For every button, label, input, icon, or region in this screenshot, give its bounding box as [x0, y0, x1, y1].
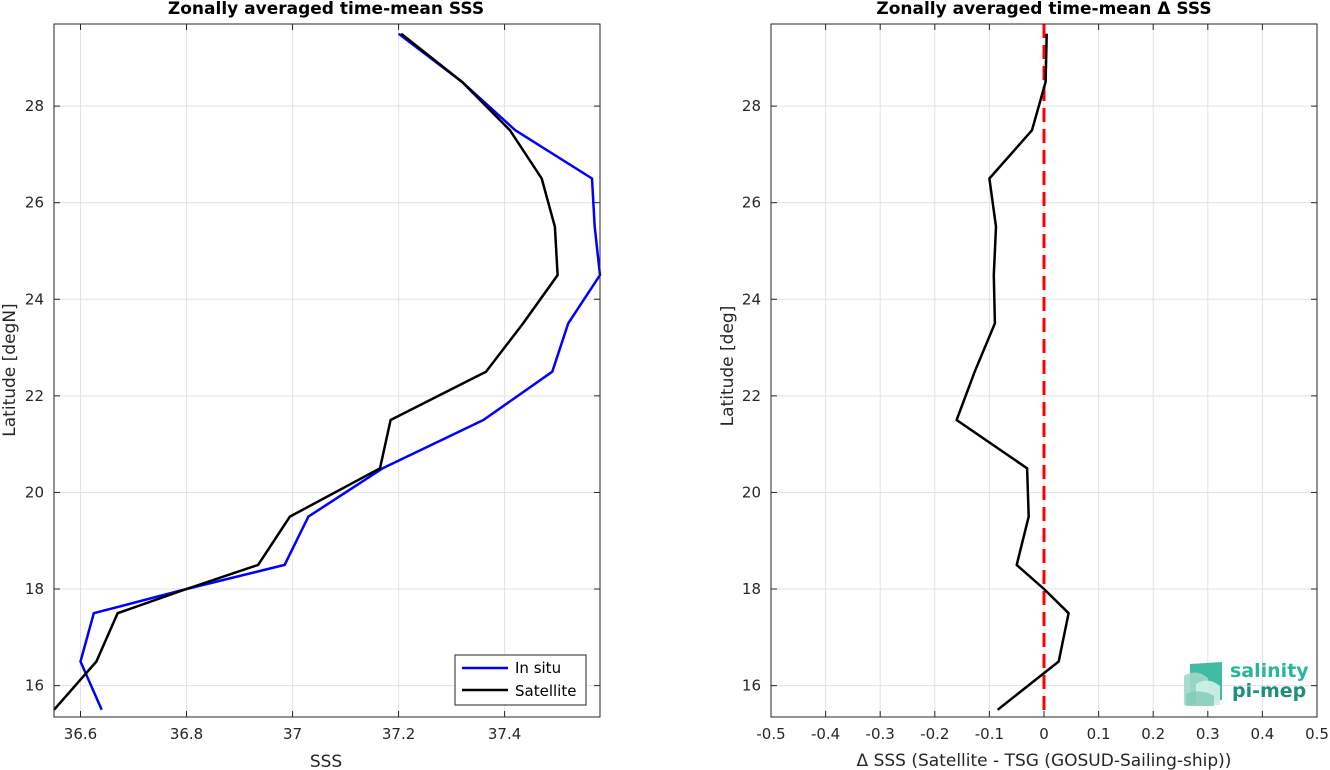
- y-tick-label: 22: [25, 387, 44, 405]
- series-lines: [53, 32, 602, 711]
- x-tick-label: 0.3: [1196, 725, 1220, 743]
- delta-sss-panel: -0.5 -0.4 -0.3 -0.2 -0.1 0 0.1 0.2 0.3 0.4 0.5 161…: [718, 0, 1329, 770]
- x-axis-label: Δ SSS (Satellite - TSG (GOSUD-Sailing-sh…: [857, 751, 1232, 770]
- y-tick-label: 24: [25, 290, 44, 308]
- x-tick-label: 0.2: [1141, 725, 1165, 743]
- legend-label-in-situ: In situ: [515, 659, 561, 677]
- y-tick-label: 18: [25, 580, 44, 598]
- x-axis-label: SSS: [310, 752, 342, 770]
- y-tick-label: 22: [742, 387, 761, 405]
- legend-box: [454, 654, 587, 706]
- x-tick-label: 37.2: [382, 725, 415, 743]
- x-tick-label: 0.5: [1305, 725, 1329, 743]
- sss-panel: 36.6 36.8 37 37.2 37.4 16 18 20 22 24 26 28 Zonall…: [0, 0, 602, 770]
- x-tick-label: -0.4: [811, 725, 840, 743]
- series-line-in-situ: [79, 32, 602, 711]
- y-tick-label: 18: [742, 580, 761, 598]
- y-tick-label: 20: [25, 483, 44, 501]
- y-tick-label: 28: [25, 97, 44, 115]
- x-tick-label: 0.1: [1087, 725, 1111, 743]
- series-lines: [955, 33, 1070, 711]
- logo-text-salinity: salinity: [1230, 660, 1309, 682]
- series-line-delta-sss: [955, 33, 1070, 711]
- y-tick-label: 16: [25, 677, 44, 695]
- x-tick-label: -0.2: [920, 725, 949, 743]
- legend-label-satellite: Satellite: [515, 682, 576, 700]
- y-axis-label: Latitude [degN]: [0, 303, 20, 436]
- series-line-satellite: [53, 32, 559, 711]
- x-tick-label: -0.3: [866, 725, 895, 743]
- chart-title: Zonally averaged time-mean Δ SSS: [876, 0, 1211, 19]
- y-tick-labels: 16 18 20 22 24 26 28: [742, 97, 761, 695]
- salinity-pi-mep-logo: salinity pi-mep: [1184, 660, 1309, 706]
- x-tick-label: 0.4: [1250, 725, 1274, 743]
- legend: In situ Satellite: [454, 654, 587, 706]
- wave-logo-icon: [1184, 662, 1222, 706]
- y-tick-label: 16: [742, 677, 761, 695]
- x-tick-label: 36.6: [64, 725, 97, 743]
- grid-lines: [54, 24, 600, 717]
- chart-title: Zonally averaged time-mean SSS: [168, 0, 484, 19]
- y-tick-label: 20: [742, 483, 761, 501]
- x-tick-label: 37: [283, 725, 302, 743]
- axes-box: [53, 23, 601, 718]
- x-tick-label: 37.4: [488, 725, 521, 743]
- x-tick-label: 36.8: [170, 725, 203, 743]
- y-tick-label: 26: [25, 194, 44, 212]
- x-tick-labels: 36.6 36.8 37 37.2 37.4: [64, 725, 521, 743]
- logo-text-pi-mep: pi-mep: [1232, 680, 1306, 702]
- y-tick-labels: 16 18 20 22 24 26 28: [25, 97, 44, 695]
- x-tick-label: -0.1: [975, 725, 1004, 743]
- plot-area: [54, 24, 600, 717]
- x-tick-labels: -0.5 -0.4 -0.3 -0.2 -0.1 0 0.1 0.2 0.3 0.4 0.5: [756, 725, 1329, 743]
- x-tick-label: -0.5: [756, 725, 785, 743]
- y-axis-label: Latitude [deg]: [718, 306, 738, 427]
- y-tick-label: 24: [742, 290, 761, 308]
- axes-box: [770, 23, 1318, 718]
- x-tick-label: 0: [1039, 725, 1049, 743]
- y-tick-label: 28: [742, 97, 761, 115]
- y-tick-label: 26: [742, 194, 761, 212]
